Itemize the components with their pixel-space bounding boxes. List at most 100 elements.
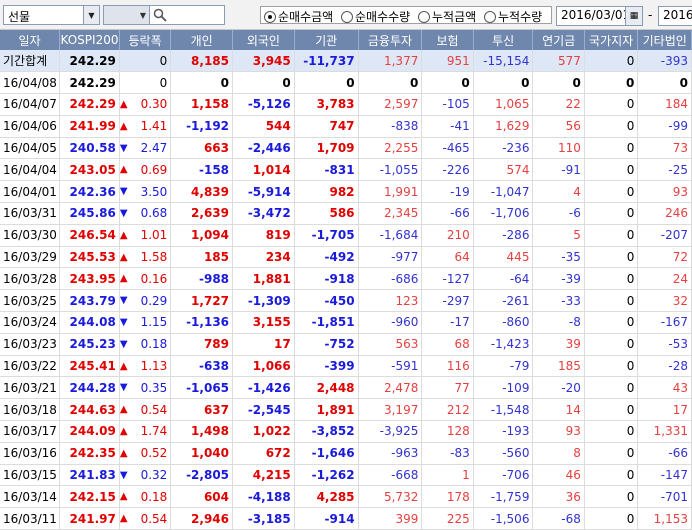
radio-cum-amount[interactable]: 누적금액 (418, 8, 476, 25)
gov-cell: 0 (584, 115, 639, 138)
fin-cell: -1,684 (358, 224, 423, 247)
kospi-cell: 244.08 (59, 311, 120, 334)
column-header[interactable]: 보험 (421, 30, 474, 50)
column-header[interactable]: 금융투자 (358, 30, 423, 50)
column-header[interactable]: 등락폭 (119, 30, 172, 50)
column-header[interactable]: 외국인 (232, 30, 295, 50)
radio-dot[interactable] (341, 10, 353, 23)
code-dropdown[interactable]: ▼ (104, 6, 150, 24)
trust-cell: -1,759 (473, 485, 534, 509)
date-cell: 16/03/18 (0, 398, 61, 422)
kospi-cell: 244.63 (59, 398, 120, 422)
change-cell: ▲ 0.54 (119, 398, 172, 422)
start-date-field[interactable]: 2016/03/01 (556, 6, 630, 26)
inst-cell: -1,705 (294, 224, 359, 247)
table-row[interactable]: 16/03/31 245.86 ▼ 0.68 2,639 -3,472 586 2,345 -6… (0, 202, 692, 225)
fin-cell: 2,255 (358, 137, 423, 160)
date-cell: 16/03/30 (0, 224, 61, 247)
table-row[interactable]: 16/04/05 240.58 ▼ 2.47 663 -2,446 1,709 2,255 -4… (0, 137, 692, 160)
column-header[interactable]: 개인 (170, 30, 234, 50)
end-date-field[interactable]: 2016/0 (658, 6, 692, 26)
gov-cell: 0 (584, 202, 639, 225)
column-header[interactable]: 일자 (0, 30, 61, 50)
table-row[interactable]: 16/03/29 245.53 ▲ 1.58 185 234 -492 -977 64 445 -3… (0, 246, 692, 269)
column-header[interactable]: KOSPI200 (59, 30, 120, 50)
ins-cell: 212 (421, 398, 474, 422)
chevron-down-icon[interactable]: ▼ (83, 6, 99, 24)
inst-cell: -1,262 (294, 464, 359, 487)
table-row[interactable]: 16/03/24 244.08 ▼ 1.15 -1,136 3,155 -1,851 -960… (0, 311, 692, 334)
change-cell: ▼ 0.35 (119, 376, 172, 400)
column-header[interactable]: 국가지자 (584, 30, 639, 50)
frn-cell: 17 (232, 333, 295, 356)
radio-net-qty[interactable]: 순매수수량 (341, 8, 410, 25)
pen-cell: 14 (532, 398, 585, 422)
code-search[interactable]: ▼ (103, 5, 225, 25)
ins-cell: -105 (421, 93, 474, 116)
ins-cell: -66 (421, 202, 474, 225)
table-row[interactable]: 16/04/01 242.36 ▼ 3.50 4,839 -5,914 982 1,991 -1… (0, 180, 692, 204)
kospi-cell: 242.29 (59, 93, 120, 116)
table-row[interactable]: 16/03/11 241.97 ▲ 0.54 2,946 -3,185 -914 399 225… (0, 507, 692, 530)
calendar-icon[interactable]: ▦ (625, 6, 643, 26)
table-row[interactable]: 16/04/08 242.29 0 0 0 0 0 0 0 0 0 0 (0, 71, 692, 95)
fin-cell: 123 (358, 289, 423, 313)
kospi-cell: 243.05 (59, 158, 120, 182)
change-value: 1.01 (140, 228, 168, 243)
etc-cell: 73 (637, 137, 692, 160)
trust-cell: 0 (473, 71, 534, 95)
table-row[interactable]: 기간합계 242.29 0 8,185 3,945 -11,737 1,377 951 -15,… (0, 50, 692, 73)
table-row[interactable]: 16/03/17 244.09 ▲ 1.74 1,498 1,022 -3,852 -3,92… (0, 420, 692, 443)
table-row[interactable]: 16/04/06 241.99 ▲ 1.41 -1,192 544 747 -838 -41 1,… (0, 115, 692, 138)
column-header[interactable]: 투신 (473, 30, 534, 50)
table-row[interactable]: 16/03/28 243.95 ▲ 0.16 -988 1,881 -918 -686 -127… (0, 267, 692, 291)
change-cell: ▲ 0.69 (119, 158, 172, 182)
table-row[interactable]: 16/03/30 246.54 ▲ 1.01 1,094 819 -1,705 -1,684 2… (0, 224, 692, 247)
column-header[interactable]: 기타법인 (637, 30, 692, 50)
ind-cell: -1,065 (170, 376, 234, 400)
column-header[interactable]: 기관 (294, 30, 359, 50)
pen-cell: -35 (532, 246, 585, 269)
trust-cell: -560 (473, 442, 534, 465)
table-row[interactable]: 16/03/16 242.35 ▲ 0.52 1,040 672 -1,646 -963 -83… (0, 442, 692, 465)
inst-cell: -914 (294, 507, 359, 530)
kospi-cell: 242.29 (59, 71, 120, 95)
search-icon[interactable] (152, 7, 168, 23)
change-value: 1.74 (140, 424, 168, 439)
ind-cell: -1,136 (170, 311, 234, 334)
ins-cell: -297 (421, 289, 474, 313)
table-row[interactable]: 16/03/14 242.15 ▲ 0.18 604 -4,188 4,285 5,732 17… (0, 485, 692, 509)
table-row[interactable]: 16/03/18 244.63 ▲ 0.54 637 -2,545 1,891 3,197 21… (0, 398, 692, 422)
date-separator: - (648, 8, 653, 22)
table-row[interactable]: 16/03/22 245.41 ▲ 1.13 -638 1,066 -399 -591 116-… (0, 355, 692, 378)
market-select[interactable]: 선물 ▼ (3, 5, 100, 25)
ins-cell: -17 (421, 311, 474, 334)
inst-cell: -831 (294, 158, 359, 182)
ind-cell: 789 (170, 333, 234, 356)
date-cell: 16/03/14 (0, 485, 61, 509)
frn-cell: -3,185 (232, 507, 295, 530)
column-header[interactable]: 연기금 (532, 30, 585, 50)
radio-net-amount[interactable]: 순매수금액 (264, 8, 333, 25)
change-value: 0.54 (140, 402, 168, 417)
etc-cell: 93 (637, 180, 692, 204)
radio-dot[interactable] (418, 10, 430, 23)
table-row[interactable]: 16/04/04 243.05 ▲ 0.69 -158 1,014 -831 -1,055 -2… (0, 158, 692, 182)
kospi-cell: 243.95 (59, 267, 120, 291)
radio-dot[interactable] (264, 10, 276, 23)
radio-dot[interactable] (484, 10, 496, 23)
frn-cell: 672 (232, 442, 295, 465)
trust-cell: -860 (473, 311, 534, 334)
table-row[interactable]: 16/03/15 241.83 ▼ 0.32 -2,805 4,215 -1,262 -668… (0, 464, 692, 487)
fin-cell: 0 (358, 71, 423, 95)
inst-cell: 1,891 (294, 398, 359, 422)
arrow-down-icon: ▼ (119, 142, 128, 154)
radio-cum-qty[interactable]: 누적수량 (484, 8, 542, 25)
table-row[interactable]: 16/03/23 245.23 ▼ 0.18 789 17 -752 563 68 -1,423 3… (0, 333, 692, 356)
table-row[interactable]: 16/04/07 242.29 ▲ 0.30 1,158 -5,126 3,783 2,597… (0, 93, 692, 116)
table-row[interactable]: 16/03/25 243.79 ▼ 0.29 1,727 -1,309 -450 123 -29… (0, 289, 692, 313)
arrow-down-icon: ▼ (119, 295, 128, 307)
change-cell: ▼ 0.18 (119, 333, 172, 356)
table-row[interactable]: 16/03/21 244.28 ▼ 0.35 -1,065 -1,426 2,448 2,47… (0, 376, 692, 400)
change-value: 1.41 (140, 119, 168, 134)
